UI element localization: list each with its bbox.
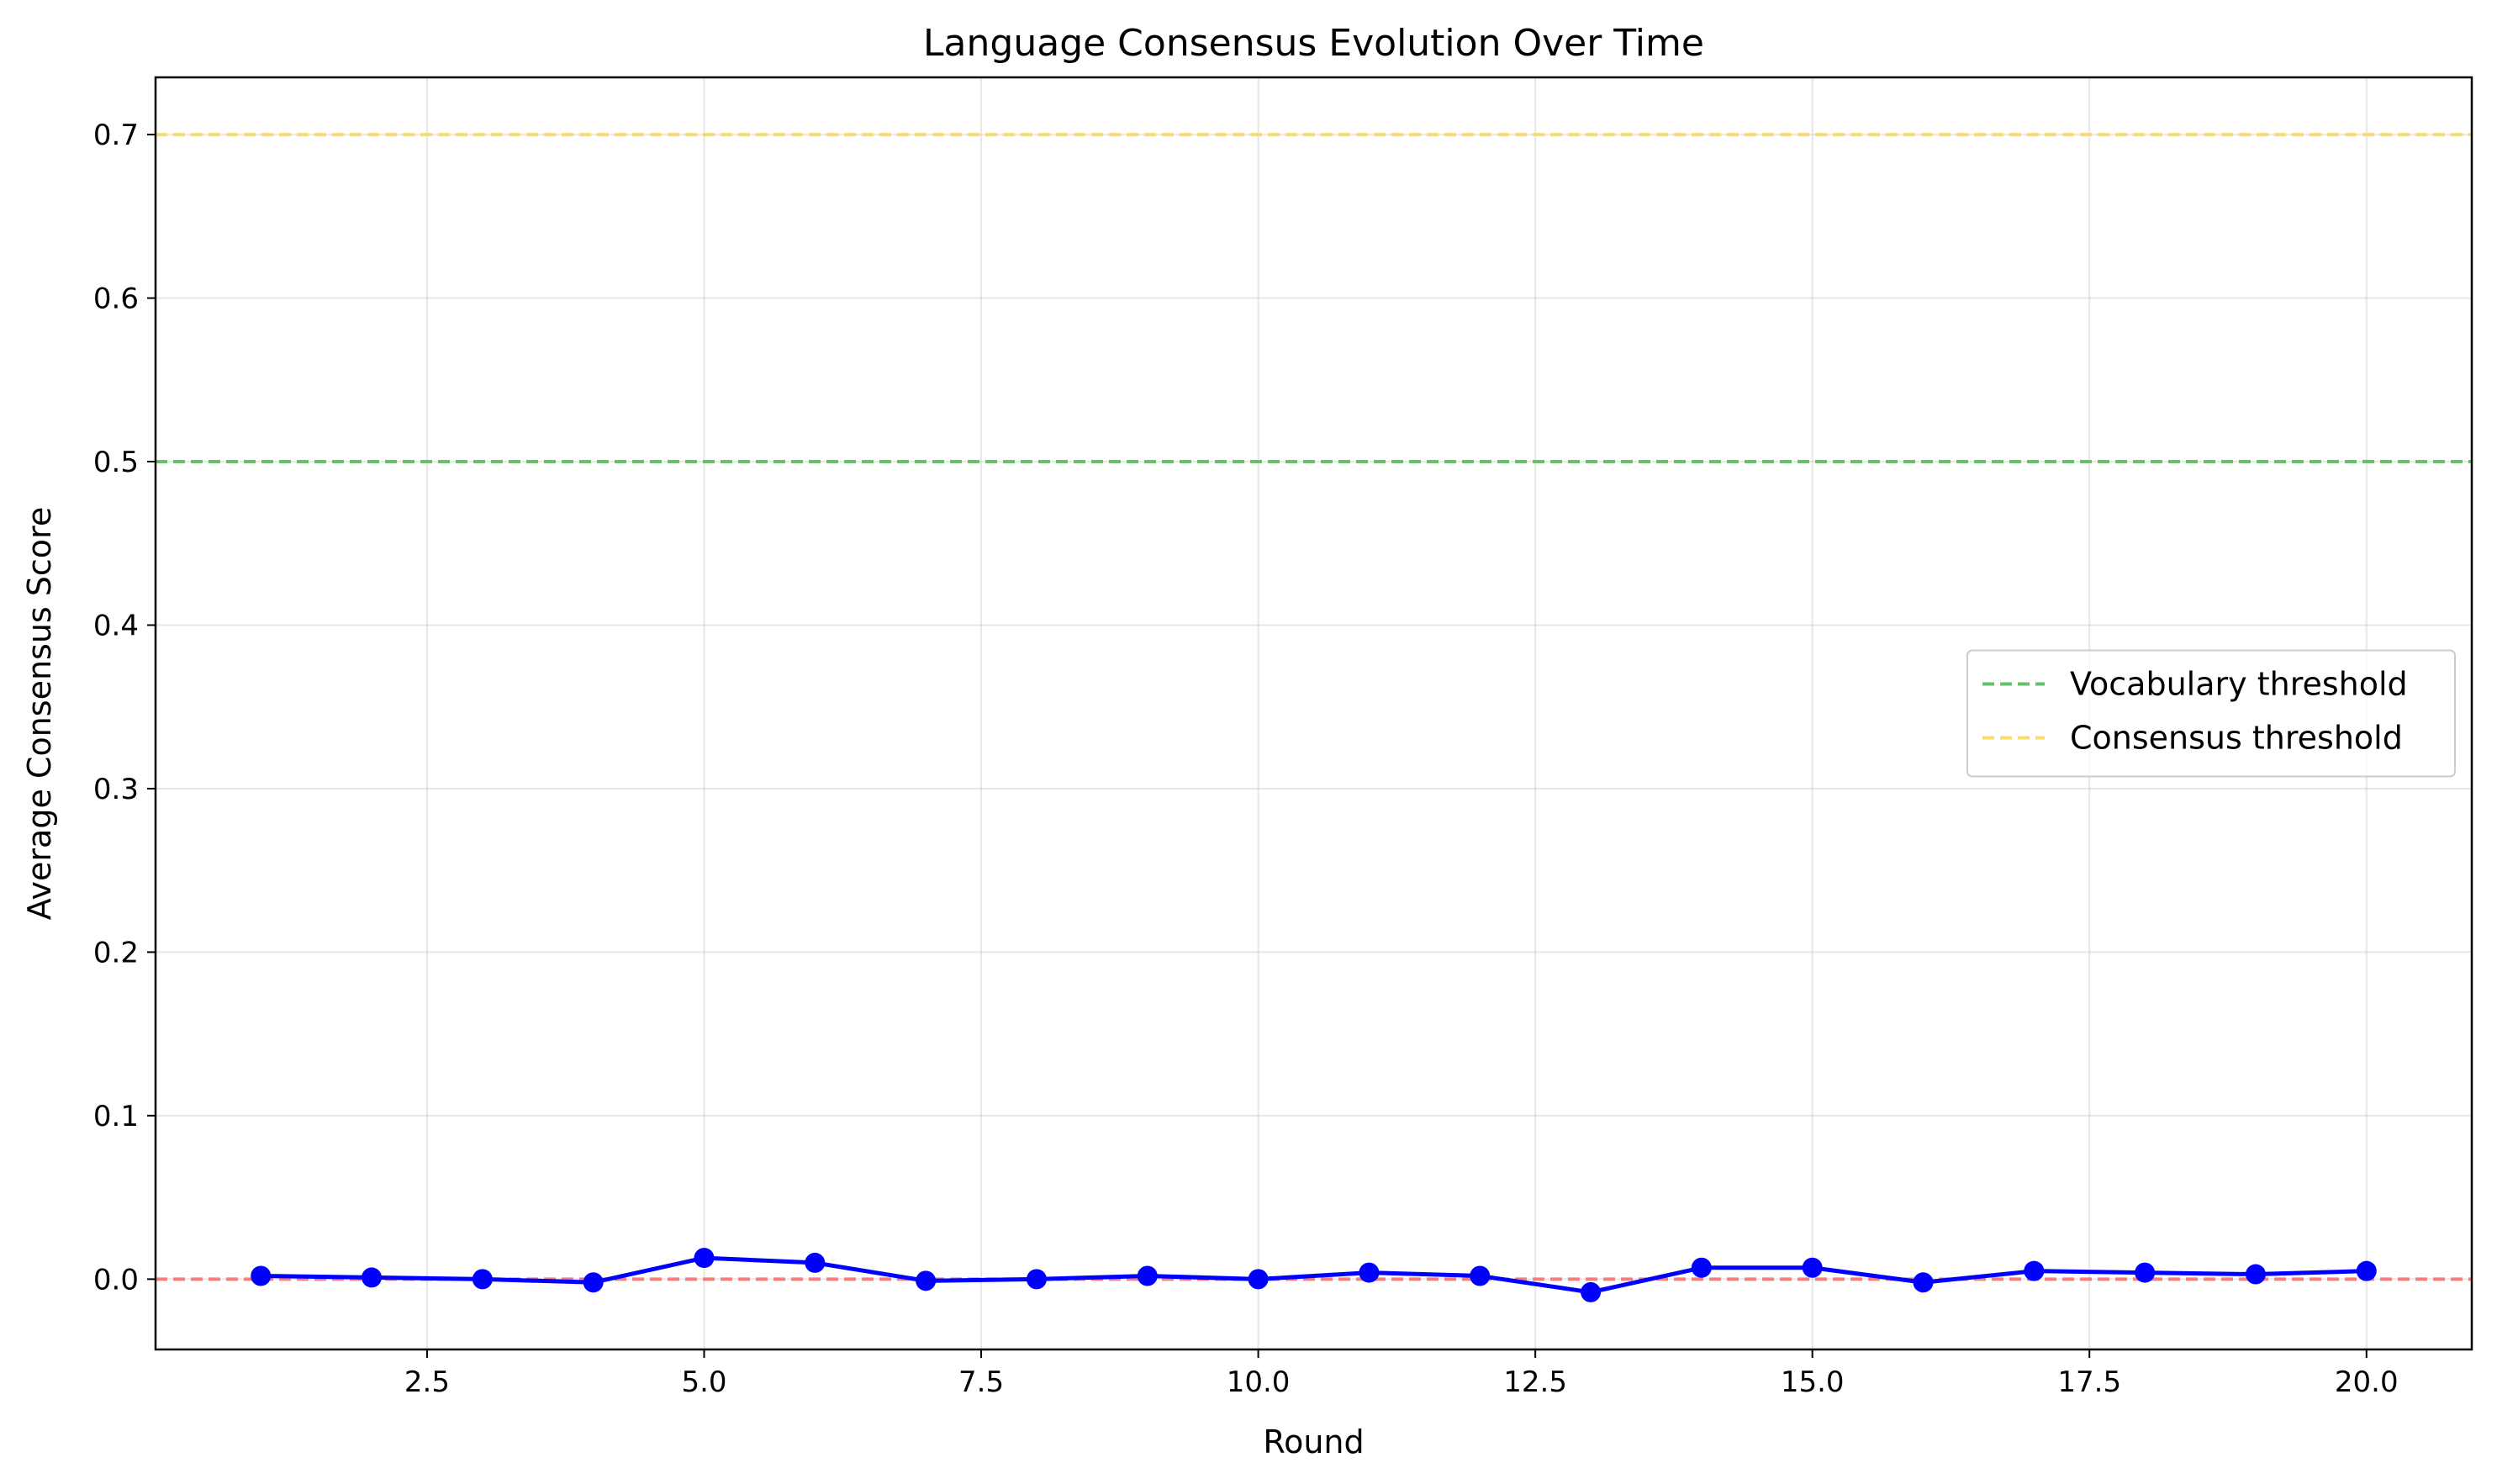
x-tick-label: 2.5	[404, 1365, 450, 1399]
x-tick-label: 17.5	[2057, 1365, 2121, 1399]
data-point	[1137, 1265, 1158, 1286]
x-axis-ticks: 2.5 5.0 7.5 10.0 12.5 15.0 17.5 20.0	[404, 1349, 2399, 1399]
data-point	[694, 1248, 715, 1269]
y-tick-label: 0.0	[93, 1263, 139, 1297]
data-point	[2024, 1260, 2045, 1281]
data-point	[1026, 1269, 1047, 1290]
data-point	[1470, 1265, 1491, 1286]
y-tick-label: 0.3	[93, 773, 139, 806]
data-point	[1581, 1281, 1602, 1302]
x-tick-label: 10.0	[1227, 1365, 1291, 1399]
legend: Vocabulary threshold Consensus threshold	[1966, 649, 2456, 778]
series-line	[261, 1255, 2367, 1295]
chart-title: Language Consensus Evolution Over Time	[923, 22, 1704, 65]
plot-frame	[154, 76, 2473, 1351]
data-point	[1691, 1257, 1712, 1278]
data-point	[583, 1272, 604, 1293]
y-tick-label: 0.2	[93, 936, 139, 969]
y-tick-label: 0.6	[93, 283, 139, 316]
reference-lines	[156, 133, 2472, 1281]
data-point	[1248, 1269, 1269, 1290]
x-tick-label: 15.0	[1781, 1365, 1845, 1399]
y-axis-ticks: 0.0 0.1 0.2 0.3 0.4 0.5 0.6 0.7	[93, 119, 156, 1297]
data-point	[916, 1270, 937, 1291]
x-axis-title: Round	[1263, 1423, 1364, 1460]
data-point	[472, 1269, 493, 1290]
x-tick-label: 5.0	[681, 1365, 726, 1399]
x-tick-label: 12.5	[1503, 1365, 1567, 1399]
data-point	[1359, 1262, 1380, 1283]
data-point	[805, 1252, 826, 1273]
legend-label-consensus: Consensus threshold	[2070, 720, 2403, 757]
y-tick-label: 0.4	[93, 609, 139, 642]
y-axis-title: Average Consensus Score	[21, 507, 58, 920]
data-point	[2245, 1264, 2266, 1285]
data-point	[2135, 1262, 2156, 1283]
y-tick-label: 0.7	[93, 119, 139, 152]
data-point	[1802, 1257, 1823, 1278]
y-tick-label: 0.5	[93, 446, 139, 479]
data-point	[1913, 1272, 1934, 1293]
y-tick-label: 0.1	[93, 1100, 139, 1133]
x-tick-label: 7.5	[958, 1365, 1004, 1399]
series-layer	[251, 1248, 2377, 1302]
data-point	[251, 1265, 272, 1286]
x-tick-label: 20.0	[2335, 1365, 2399, 1399]
legend-box	[1966, 649, 2456, 778]
data-point	[362, 1267, 383, 1288]
legend-label-vocabulary: Vocabulary threshold	[2070, 666, 2408, 703]
data-point	[2356, 1260, 2377, 1281]
